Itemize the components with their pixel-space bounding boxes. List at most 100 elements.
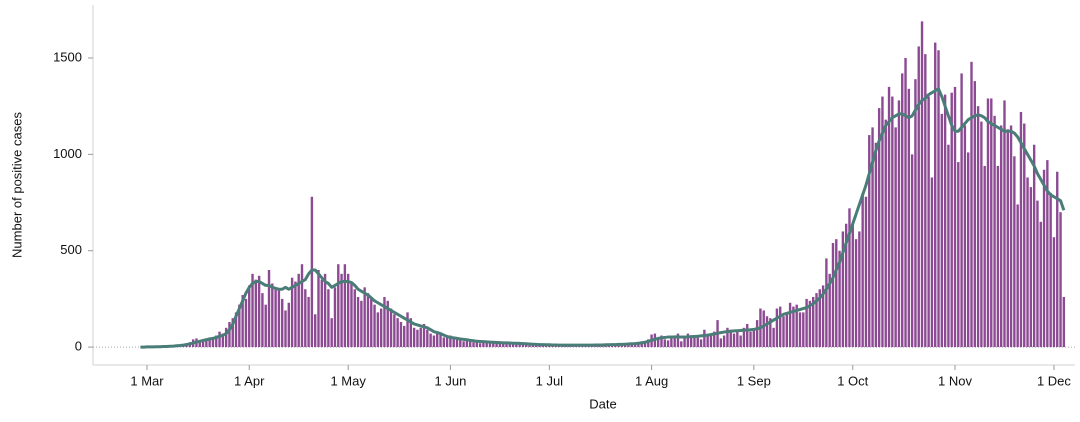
bar <box>307 296 310 348</box>
bar <box>934 42 937 348</box>
bar <box>317 269 320 348</box>
x-tick-label: 1 Apr <box>234 373 265 388</box>
bar <box>366 293 370 348</box>
bar <box>495 343 498 348</box>
bar <box>838 250 841 348</box>
bar <box>379 308 383 348</box>
bar <box>864 196 868 348</box>
bar <box>676 333 680 348</box>
bar <box>924 54 927 348</box>
x-tick-label: 1 Dec <box>1037 373 1071 388</box>
bar <box>755 320 759 348</box>
bar <box>429 333 432 348</box>
bar <box>320 279 323 348</box>
bar <box>436 331 439 348</box>
bar <box>264 304 267 348</box>
bar <box>459 340 462 348</box>
bar <box>854 239 858 348</box>
bar <box>617 344 620 348</box>
bar <box>449 335 452 348</box>
bar <box>201 339 205 348</box>
bar <box>205 338 208 348</box>
bar <box>673 335 676 348</box>
bar <box>851 223 854 348</box>
bar <box>515 344 518 348</box>
bar <box>406 312 409 348</box>
bar <box>304 289 307 348</box>
bar <box>894 127 897 348</box>
bar <box>528 344 531 348</box>
bar <box>683 338 686 348</box>
bar <box>808 300 812 348</box>
bar <box>251 273 254 348</box>
bar <box>999 125 1003 348</box>
bar <box>706 334 709 348</box>
bar <box>419 327 422 348</box>
bar <box>261 293 264 348</box>
bar <box>257 275 261 348</box>
bar <box>1046 160 1049 348</box>
bar <box>234 312 238 348</box>
bar <box>795 304 798 348</box>
bar <box>663 339 666 348</box>
bar <box>831 243 835 348</box>
bar <box>986 98 990 348</box>
bar <box>376 312 380 348</box>
bar <box>848 208 851 348</box>
bar <box>485 341 488 348</box>
bar <box>722 335 726 348</box>
bar <box>910 154 914 348</box>
bar <box>323 273 327 348</box>
bar <box>963 125 967 348</box>
bar <box>445 336 449 348</box>
bar <box>1032 144 1036 348</box>
bar <box>907 88 911 348</box>
bar <box>271 283 274 348</box>
bar <box>920 21 924 348</box>
bar <box>313 314 317 348</box>
bar <box>666 340 670 348</box>
bar <box>521 343 525 348</box>
bar <box>726 327 729 348</box>
bar <box>736 330 739 348</box>
bar <box>699 339 703 348</box>
bar <box>218 331 221 348</box>
bar <box>452 338 455 348</box>
bar <box>742 327 746 348</box>
x-axis-label: Date <box>589 396 616 411</box>
bar <box>1006 129 1009 348</box>
bar <box>993 115 996 348</box>
bar <box>396 318 399 348</box>
bar <box>287 302 291 348</box>
bar <box>231 318 234 348</box>
bar <box>835 239 838 348</box>
x-tick-label: 1 May <box>330 373 366 388</box>
bar <box>656 338 660 348</box>
bar <box>465 339 469 348</box>
bar <box>821 285 825 348</box>
bar <box>267 269 271 348</box>
bar <box>828 273 831 348</box>
bar <box>254 279 258 348</box>
bar <box>670 336 673 348</box>
bar <box>1009 125 1013 348</box>
bar <box>343 264 347 348</box>
bar <box>439 333 442 348</box>
bar <box>762 310 765 348</box>
bar <box>960 73 963 348</box>
bar <box>719 338 723 348</box>
bar <box>422 323 426 348</box>
bar <box>1019 111 1023 348</box>
x-tick-label: 1 Nov <box>938 373 972 388</box>
y-tick-label: 0 <box>75 339 82 354</box>
bar <box>525 344 528 348</box>
bar <box>215 335 218 348</box>
bar <box>940 113 944 348</box>
bar <box>752 329 756 348</box>
bar <box>501 343 505 348</box>
x-tick-label: 1 Jun <box>435 373 467 388</box>
x-tick-label: 1 Aug <box>635 373 668 388</box>
bar <box>1059 212 1062 348</box>
bar <box>403 325 406 348</box>
